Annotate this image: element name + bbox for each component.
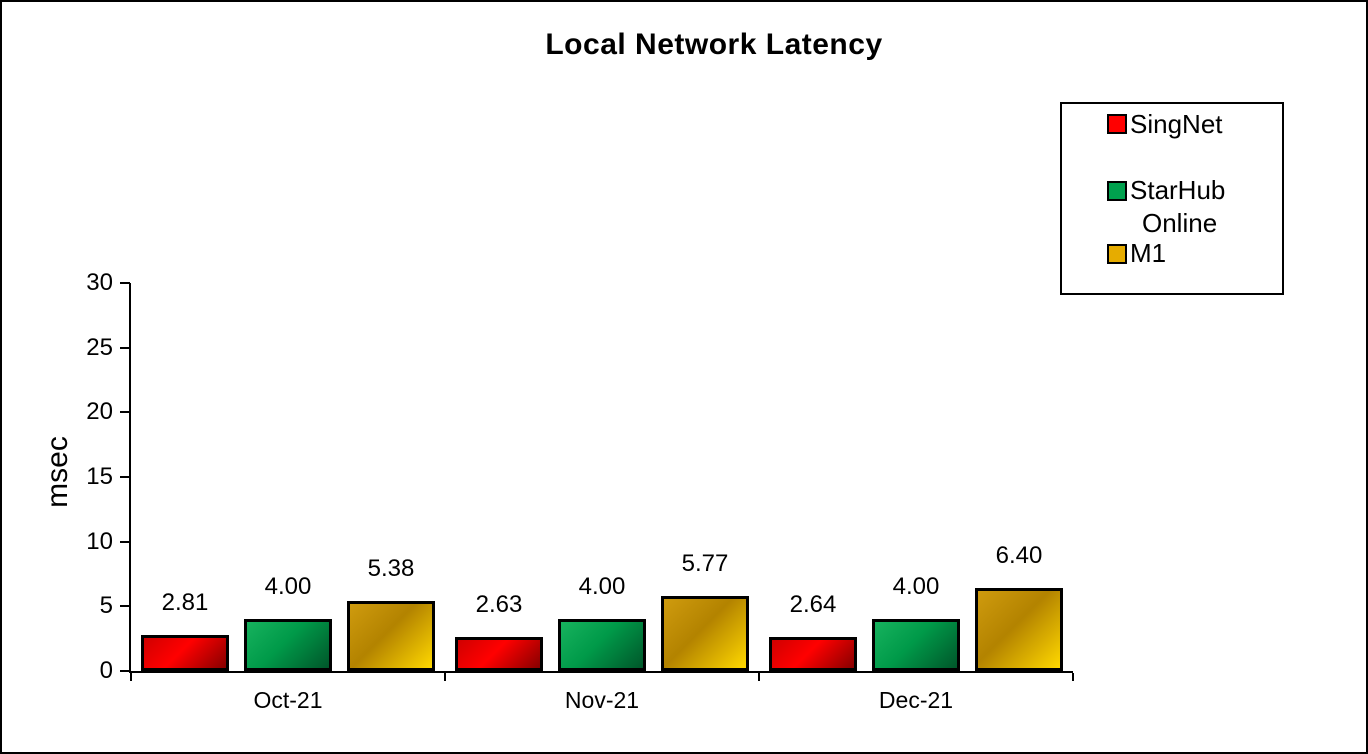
y-axis-tick-label: 20	[86, 398, 113, 426]
y-axis-tick	[120, 282, 130, 284]
bar-singnet-oct-21	[141, 634, 229, 671]
x-axis-category-label: Oct-21	[253, 687, 323, 713]
x-axis-tick	[758, 673, 760, 681]
bar-value-label: 6.40	[995, 542, 1043, 570]
bar-starhub-online-nov-21	[558, 619, 646, 671]
y-axis-tick-label: 5	[99, 592, 113, 620]
y-axis-tick	[120, 670, 130, 672]
bar-value-label: 4.00	[264, 573, 312, 601]
x-axis-tick	[1072, 673, 1074, 681]
y-axis-tick	[120, 540, 130, 543]
y-axis-tick	[120, 476, 130, 478]
bar-value-label: 4.00	[578, 573, 626, 601]
legend: SingNet StarHub Online M1	[1060, 102, 1284, 295]
bar-m1-nov-21	[661, 596, 749, 671]
y-axis-tick-label: 15	[86, 463, 113, 490]
bar-singnet-nov-21	[455, 637, 543, 671]
bar-value-label: 5.77	[681, 550, 729, 578]
y-axis-tick-label: 25	[86, 333, 113, 361]
legend-marker-starhub-online	[1107, 181, 1127, 201]
bar-starhub-online-dec-21	[872, 619, 960, 671]
y-axis-tick	[120, 411, 130, 414]
bar-value-label: 2.63	[475, 591, 523, 618]
legend-label-starhub-online: StarHub Online	[1130, 175, 1226, 238]
legend-label-m1: M1	[1130, 238, 1167, 268]
y-axis-tick-label: 10	[86, 527, 113, 555]
chart-title: Local Network Latency	[545, 28, 883, 61]
bar-starhub-online-oct-21	[244, 619, 332, 671]
bar-value-label: 2.64	[789, 590, 837, 618]
legend-marker-singnet	[1107, 114, 1127, 134]
y-axis-tick	[120, 605, 130, 608]
y-axis-tick-label: 30	[86, 269, 113, 296]
bar-value-label: 4.00	[892, 573, 940, 601]
y-axis-tick	[120, 346, 130, 349]
x-axis-category-label: Dec-21	[878, 687, 954, 713]
x-axis-tick	[130, 673, 132, 681]
bar-value-label: 2.81	[161, 588, 209, 616]
bar-singnet-dec-21	[769, 636, 857, 671]
bar-m1-oct-21	[347, 601, 435, 671]
y-axis-tick-label: 0	[99, 657, 113, 684]
legend-marker-m1	[1107, 244, 1127, 264]
legend-label-singnet: SingNet	[1130, 109, 1223, 139]
plot-area: 0 5 10 15 20 25 30 Oct-21 Nov-21 Dec-21 2.81 2.63 2.…	[86, 269, 1074, 713]
x-axis-category-label: Nov-21	[564, 687, 640, 713]
bar-m1-dec-21	[975, 588, 1063, 671]
x-axis-tick	[444, 673, 446, 681]
bar-value-label: 5.38	[367, 555, 415, 583]
